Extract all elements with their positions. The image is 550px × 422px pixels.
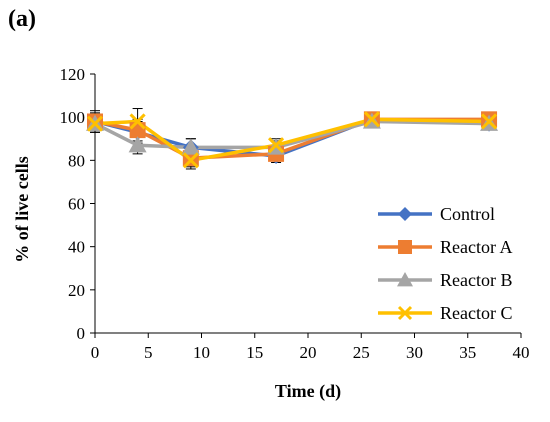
x-tick-label: 25 xyxy=(353,343,370,362)
x-tick-label: 30 xyxy=(406,343,423,362)
legend-marker xyxy=(398,240,412,254)
y-tick-label: 60 xyxy=(68,195,85,214)
legend-marker xyxy=(397,272,413,287)
axes: 0 20 40 60 80 100 120 0 5 10 15 20 25 30 35 40 Time (d)%… xyxy=(12,65,530,402)
data-point xyxy=(129,113,146,130)
series-line-3 xyxy=(94,117,490,163)
x-tick-label: 10 xyxy=(193,343,210,362)
x-tick-label: 5 xyxy=(144,343,153,362)
legend-label: Control xyxy=(440,204,495,224)
data-point xyxy=(181,138,200,155)
legend-marker xyxy=(398,207,412,221)
x-marker-stroke xyxy=(397,305,413,321)
data-point xyxy=(86,115,104,132)
y-tick-label: 20 xyxy=(68,281,85,300)
y-tick-label: 80 xyxy=(68,151,85,170)
legend-label: Reactor C xyxy=(440,303,512,323)
y-tick-label: 0 xyxy=(77,324,86,343)
x-tick-label: 40 xyxy=(513,343,530,362)
x-tick-label: 15 xyxy=(246,343,263,362)
legend-label: Reactor A xyxy=(440,237,512,257)
data-point xyxy=(128,136,147,153)
data-point xyxy=(267,137,285,154)
legend-marker xyxy=(397,305,413,321)
data-point xyxy=(129,122,146,139)
x-marker-stroke xyxy=(480,113,498,130)
x-marker-stroke xyxy=(267,137,285,154)
data-point xyxy=(363,111,380,128)
y-tick-label: 120 xyxy=(60,65,86,84)
x-marker-stroke xyxy=(182,152,199,169)
series-markers xyxy=(86,111,499,169)
series-line-2 xyxy=(94,119,490,150)
x-tick-label: 35 xyxy=(459,343,476,362)
x-tick-label: 20 xyxy=(300,343,317,362)
x-marker-stroke xyxy=(129,113,146,130)
data-point xyxy=(480,113,498,130)
panel-label: (a) xyxy=(8,6,36,32)
x-marker-stroke xyxy=(363,111,380,128)
y-axis-title: % of live cells xyxy=(12,156,32,262)
legend-label: Reactor B xyxy=(440,270,512,290)
legend: Control Reactor A Reactor B Reactor C xyxy=(378,204,512,323)
y-tick-label: 40 xyxy=(68,238,85,257)
series-lines xyxy=(94,117,490,163)
data-point xyxy=(182,152,199,169)
x-marker-stroke xyxy=(86,115,104,132)
series-line-1 xyxy=(94,117,490,160)
x-axis-title: Time (d) xyxy=(275,381,341,402)
x-tick-label: 0 xyxy=(91,343,100,362)
y-tick-label: 100 xyxy=(60,108,86,127)
